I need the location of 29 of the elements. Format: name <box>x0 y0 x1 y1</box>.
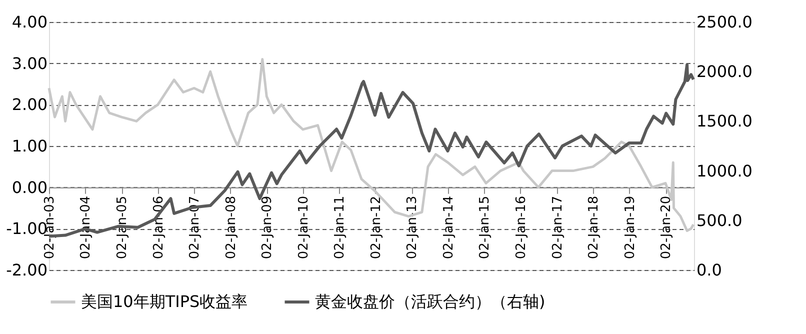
x-tick-label: 02-Jan-14 <box>441 196 456 260</box>
x-tick-label: 02-Jan-09 <box>260 196 276 260</box>
y-tick-label: 2.00 <box>12 95 48 114</box>
y-tick-label: 4.00 <box>12 12 48 32</box>
x-tick-label: 02-Jan-19 <box>622 196 638 260</box>
x-tick-label: 02-Jan-17 <box>550 196 566 260</box>
x-tick-label: 02-Jan-15 <box>478 196 493 260</box>
x-tick-label: 02-Jan-08 <box>224 196 239 260</box>
x-tick-label: 02-Jan-10 <box>296 196 312 260</box>
legend-label: 黄金收盘价（活跃合约）（右轴) <box>315 292 546 311</box>
y-tick-label: 1.00 <box>12 136 48 156</box>
x-tick-label: 02-Jan-04 <box>78 196 94 260</box>
x-tick-label: 02-Jan-16 <box>514 196 529 260</box>
y2-tick-label: 1000.0 <box>696 161 752 180</box>
y2-tick-label: 500.0 <box>696 210 742 230</box>
y2-tick-label: 0.0 <box>696 260 722 280</box>
y2-tick-label: 2000.0 <box>696 62 752 82</box>
y2-tick-label: 1500.0 <box>696 112 752 131</box>
x-tick-label: 02-Jan-18 <box>586 196 602 260</box>
y2-tick-label: 2500.0 <box>696 12 752 32</box>
y-tick-label: 3.00 <box>12 54 48 73</box>
y-tick-label: 0.00 <box>12 178 48 197</box>
x-tick-label: 02-Jan-13 <box>405 196 420 260</box>
x-tick-label: 02-Jan-06 <box>151 196 166 260</box>
x-tick-label: 02-Jan-20 <box>659 196 674 260</box>
x-tick-label: 02-Jan-12 <box>368 196 384 260</box>
y-tick-label: -2.00 <box>6 260 48 280</box>
legend-label: 美国10年期TIPS收益率 <box>81 292 248 311</box>
x-tick-label: 02-Jan-11 <box>332 196 348 260</box>
